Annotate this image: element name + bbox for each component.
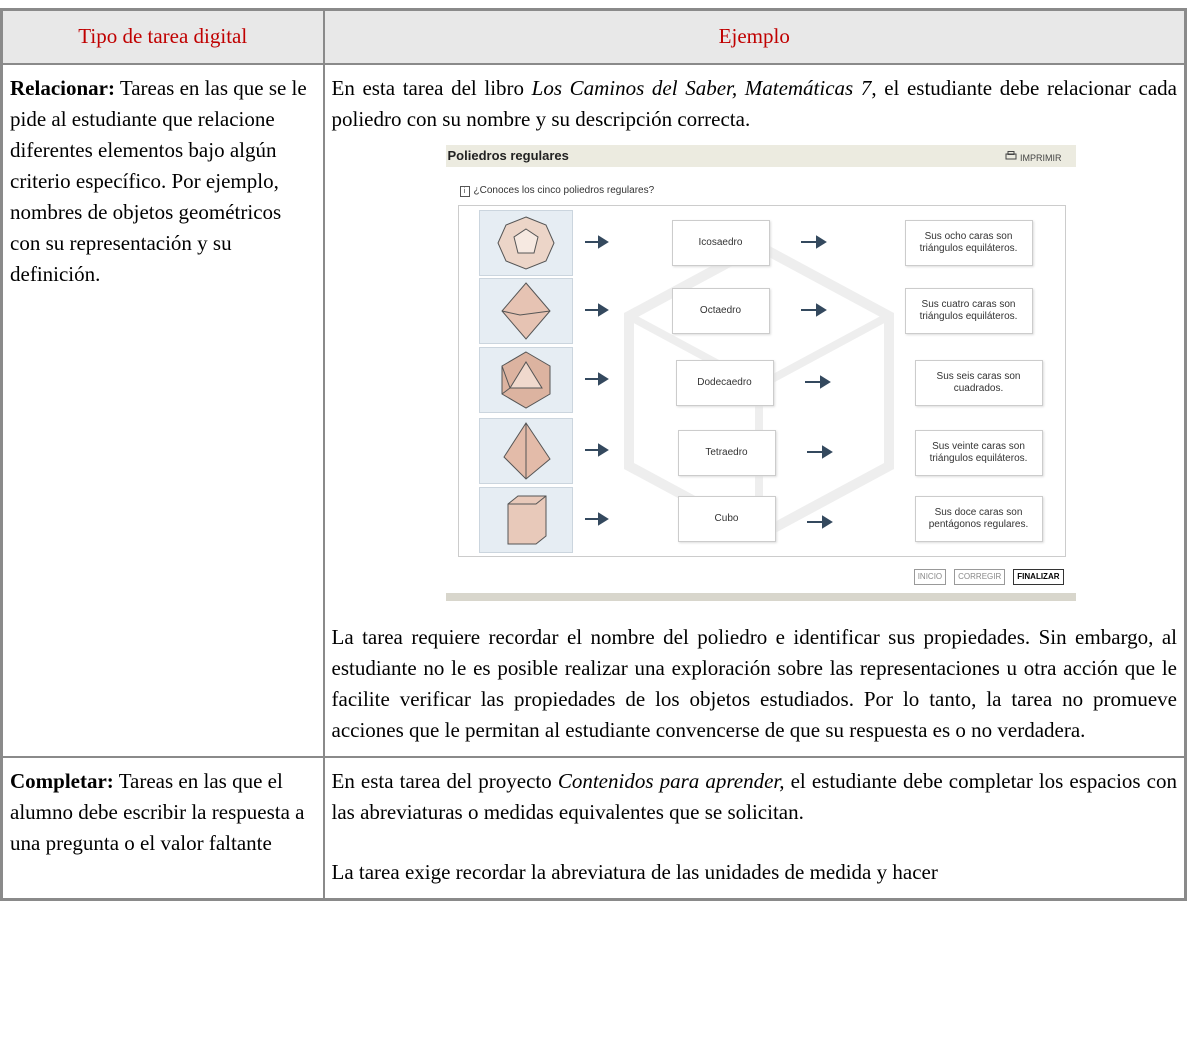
activity-title: Poliedros regulares bbox=[447, 148, 569, 163]
example-cell: En esta tarea del libro Los Caminos del … bbox=[322, 63, 1187, 758]
description-box[interactable]: Sus seis caras son cuadrados. bbox=[914, 360, 1043, 406]
printer-icon bbox=[1005, 151, 1017, 160]
name-box[interactable]: Octaedro bbox=[671, 288, 770, 334]
example-analysis: La tarea requiere recordar el nombre del… bbox=[331, 625, 1178, 742]
question: i ¿Conoces los cinco poliedros regulares? bbox=[459, 185, 655, 197]
table-row: Completar: Tareas en las que el alumno d… bbox=[0, 756, 1187, 901]
header-cell: Ejemplo bbox=[322, 8, 1187, 65]
example-intro: En esta tarea del libro Los Caminos del … bbox=[332, 73, 1178, 135]
title-bar bbox=[445, 145, 1076, 167]
match-panel: Icosaedro Octaedro Dodecaedro Tetraedro … bbox=[457, 205, 1066, 557]
book-title: Los Caminos del Saber, Matemáticas 7 bbox=[531, 76, 872, 100]
finish-button[interactable]: FINALIZAR bbox=[1013, 569, 1064, 585]
text: En esta tarea del libro bbox=[331, 76, 532, 100]
type-description: Tareas en las que el alumno debe escribi… bbox=[10, 769, 305, 855]
polyhedron-icon bbox=[478, 418, 573, 484]
activity-screenshot: Poliedros regulares IMPRIMIR i ¿Conoces l… bbox=[445, 145, 1076, 601]
print-button[interactable]: IMPRIMIR bbox=[1005, 151, 1062, 164]
name-box[interactable]: Icosaedro bbox=[671, 220, 770, 266]
footer-bar bbox=[445, 593, 1076, 601]
type-description: Tareas en las que se le pide al estudian… bbox=[10, 76, 307, 286]
table-row: Relacionar: Tareas en las que se le pide… bbox=[0, 63, 1187, 758]
example-analysis: La tarea exige recordar la abreviatura d… bbox=[331, 860, 938, 884]
polyhedron-icon bbox=[478, 347, 573, 413]
name-box[interactable]: Cubo bbox=[677, 496, 776, 542]
header-cell: Tipo de tarea digital bbox=[0, 8, 325, 65]
start-button[interactable]: INICIO bbox=[913, 569, 947, 585]
type-name: Completar: bbox=[10, 769, 114, 793]
text: el estudiante debe completar los espacio… bbox=[331, 769, 1178, 824]
name-box[interactable]: Tetraedro bbox=[677, 430, 776, 476]
type-cell: Relacionar: Tareas en las que se le pide… bbox=[0, 63, 325, 758]
name-box[interactable]: Dodecaedro bbox=[675, 360, 774, 406]
example-intro: En esta tarea del proyecto Contenidos pa… bbox=[332, 766, 1178, 828]
print-label: IMPRIMIR bbox=[1020, 153, 1062, 163]
description-box[interactable]: Sus cuatro caras son triángulos equiláte… bbox=[904, 288, 1033, 334]
polyhedron-icon bbox=[478, 487, 573, 553]
polyhedron-icon bbox=[478, 278, 573, 344]
arrows bbox=[584, 235, 833, 529]
header-row: Tipo de tarea digital Ejemplo bbox=[0, 8, 1187, 65]
project-title: Contenidos para aprender, bbox=[557, 769, 785, 793]
question-text: ¿Conoces los cinco poliedros regulares? bbox=[473, 185, 655, 196]
type-name: Relacionar: bbox=[10, 76, 115, 100]
text: En esta tarea del proyecto bbox=[331, 769, 558, 793]
task-table: Tipo de tarea digital Ejemplo Relacionar… bbox=[0, 8, 1187, 901]
check-button[interactable]: CORREGIR bbox=[954, 569, 1006, 585]
example-cell: En esta tarea del proyecto Contenidos pa… bbox=[322, 756, 1187, 901]
description-box[interactable]: Sus doce caras son pentágonos regulares. bbox=[914, 496, 1043, 542]
text: , el estudiante debe relacionar cada pol… bbox=[331, 76, 1178, 131]
description-box[interactable]: Sus veinte caras son triángulos equiláte… bbox=[914, 430, 1043, 476]
polyhedron-icon bbox=[478, 210, 573, 276]
type-cell: Completar: Tareas en las que el alumno d… bbox=[0, 756, 325, 901]
description-box[interactable]: Sus ocho caras son triángulos equilátero… bbox=[904, 220, 1033, 266]
button-row: INICIO CORREGIR FINALIZAR bbox=[913, 569, 1064, 585]
